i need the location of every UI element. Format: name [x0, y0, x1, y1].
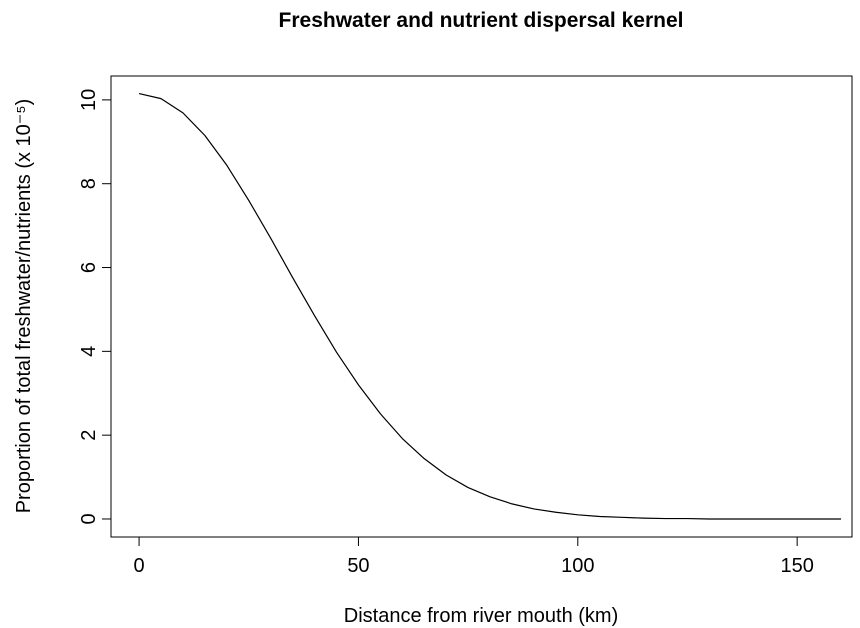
- x-tick-label: 50: [347, 555, 369, 577]
- y-tick-label: 4: [78, 346, 100, 357]
- x-tick-label: 100: [561, 555, 594, 577]
- x-tick-label: 0: [134, 555, 145, 577]
- y-tick-label: 8: [78, 178, 100, 189]
- x-axis-label: Distance from river mouth (km): [344, 605, 619, 627]
- plot-box: [110, 75, 853, 538]
- line: [138, 93, 842, 520]
- y-tick-label: 10: [78, 89, 100, 111]
- y-tick-label: 6: [78, 262, 100, 273]
- y-axis-label: Proportion of total freshwater/nutrients…: [13, 99, 35, 514]
- chart-title: Freshwater and nutrient dispersal kernel: [279, 9, 684, 32]
- y-tick-label: 2: [78, 430, 100, 441]
- y-tick-label: 0: [78, 513, 100, 524]
- x-tick-label: 150: [780, 555, 813, 577]
